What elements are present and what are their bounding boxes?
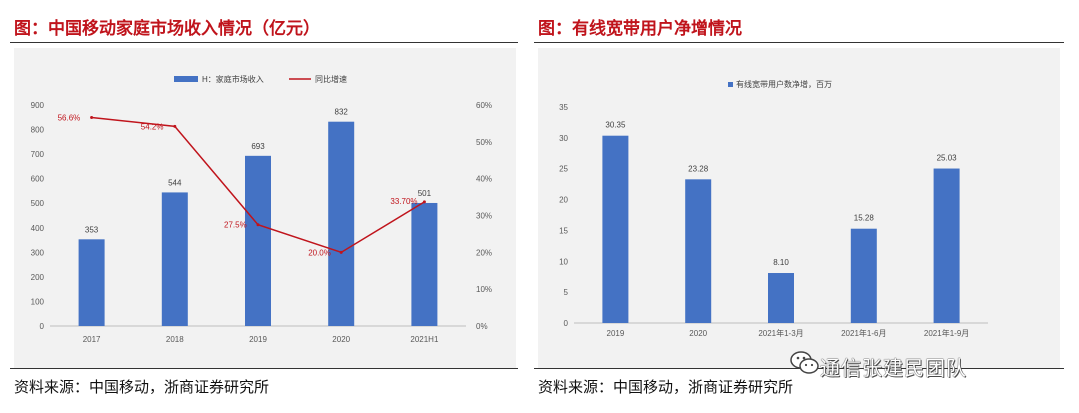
y2-tick-label: 50% [476, 138, 492, 147]
line-point [173, 124, 177, 128]
watermark-text: 通信张建民团队 [820, 356, 967, 380]
wechat-icon [790, 351, 819, 374]
bar [602, 135, 629, 323]
y2-tick-label: 30% [476, 212, 492, 221]
legend-bar-swatch [728, 82, 733, 87]
y2-tick-label: 0% [476, 322, 488, 331]
bar [768, 273, 794, 323]
y2-tick-label: 10% [476, 285, 492, 294]
right-title-divider [534, 42, 1064, 43]
y-tick-label: 300 [31, 248, 45, 257]
x-tick-label: 2021年1-3月 [758, 328, 803, 338]
bar-value-label: 8.10 [773, 258, 789, 267]
y-tick-label: 900 [31, 101, 45, 110]
line-value-label: 33.70% [390, 197, 417, 206]
bar-value-label: 353 [85, 225, 99, 234]
line-point [422, 200, 426, 204]
x-tick-label: 2021H1 [410, 335, 439, 344]
bar-value-label: 832 [335, 108, 349, 117]
line-point [90, 116, 94, 120]
y-tick-label: 10 [559, 257, 568, 266]
right-source-note: 资料来源：中国移动，浙商证券研究所 [538, 378, 794, 396]
line-value-label: 27.5% [224, 221, 247, 230]
bar [245, 155, 271, 326]
left-source-note: 资料来源：中国移动，浙商证券研究所 [14, 378, 270, 396]
bar [850, 228, 877, 323]
y-tick-label: 5 [564, 288, 569, 297]
x-tick-label: 2017 [83, 335, 101, 344]
y2-tick-label: 60% [476, 101, 492, 110]
y-tick-label: 15 [559, 226, 568, 235]
x-tick-label: 2019 [249, 335, 267, 344]
line-value-label: 54.2% [141, 122, 164, 131]
bar [78, 239, 105, 326]
bar-value-label: 501 [418, 189, 432, 198]
line-value-label: 20.0% [308, 248, 331, 257]
y-tick-label: 400 [31, 224, 45, 233]
y-tick-label: 0 [564, 319, 569, 328]
left-chart: 0 100 200 300 400 500 600 700 800 900 0% 10% 20% 30% 4… [31, 74, 492, 344]
left-title-divider [10, 42, 518, 43]
y-tick-label: 25 [559, 165, 568, 174]
bar-value-label: 693 [251, 142, 265, 151]
bar-value-label: 25.03 [937, 154, 958, 163]
bar [933, 168, 960, 323]
x-tick-label: 2020 [332, 335, 350, 344]
y-tick-label: 200 [31, 273, 45, 282]
bar-value-label: 23.28 [688, 164, 709, 173]
line-point [339, 250, 343, 254]
bar [685, 179, 712, 323]
line-value-label: 56.6% [58, 114, 81, 123]
y-tick-label: 0 [40, 322, 45, 331]
y-tick-label: 700 [31, 150, 45, 159]
legend-bar-swatch [174, 76, 198, 82]
bar-value-label: 15.28 [854, 214, 875, 223]
y-tick-label: 100 [31, 297, 45, 306]
bar [411, 202, 438, 326]
y-tick-label: 500 [31, 199, 45, 208]
legend-bar-label: H：家庭市场收入 [202, 74, 264, 84]
legend-line-label: 同比增速 [315, 74, 347, 84]
y2-tick-label: 40% [476, 175, 492, 184]
y-tick-label: 600 [31, 175, 45, 184]
x-tick-label: 2020 [689, 329, 707, 338]
bar [161, 192, 188, 326]
x-tick-label: 2018 [166, 335, 184, 344]
left-chart-title: 图：中国移动家庭市场收入情况（亿元） [14, 19, 320, 39]
bar-value-label: 544 [168, 178, 182, 187]
right-chart-title: 图：有线宽带用户净增情况 [538, 19, 742, 39]
y-tick-label: 35 [559, 103, 568, 112]
y2-tick-label: 20% [476, 248, 492, 257]
line-point [256, 223, 260, 227]
y-tick-label: 800 [31, 126, 45, 135]
x-tick-label: 2019 [607, 329, 625, 338]
bar [328, 121, 355, 326]
legend-bar-label: 有线宽带用户数净增，百万 [736, 79, 832, 89]
bar-value-label: 30.35 [605, 121, 626, 130]
y-tick-label: 20 [559, 196, 568, 205]
y-tick-label: 30 [559, 134, 568, 143]
right-chart: 0 5 10 15 20 25 30 35 30.35 2019 23.28 2020 8.10 2021… [559, 79, 988, 338]
x-tick-label: 2021年1-9月 [924, 328, 969, 338]
x-tick-label: 2021年1-6月 [841, 328, 886, 338]
left-source-divider [10, 368, 518, 369]
